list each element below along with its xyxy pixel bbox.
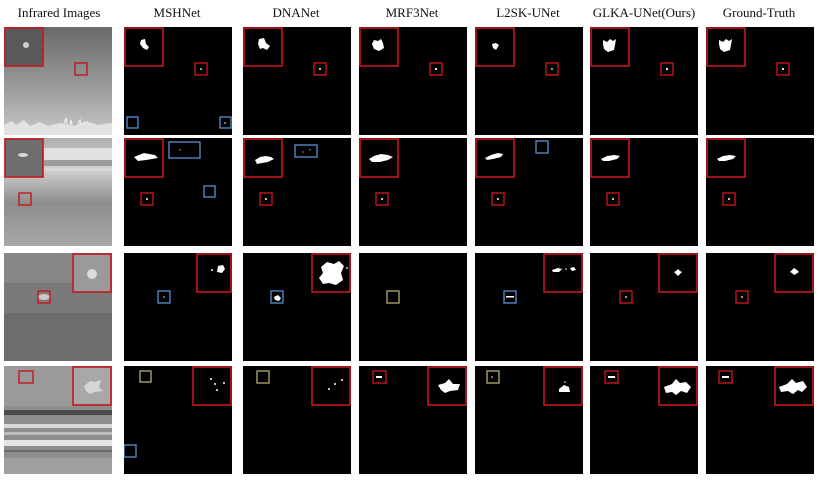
mshnet-result-row-2 bbox=[124, 138, 232, 246]
dnanet-result-row-2 bbox=[243, 138, 351, 246]
dnanet-result-row-3 bbox=[243, 253, 351, 361]
column-header-ground-truth: Ground-Truth bbox=[722, 5, 796, 20]
mrf3net-result-row-3 bbox=[359, 253, 467, 361]
infrared-image-row-4 bbox=[4, 366, 112, 474]
ground-truth-row-1 bbox=[706, 27, 814, 135]
l2sk-unet-result-row-1 bbox=[475, 27, 583, 135]
l2sk-unet-result-row-3 bbox=[475, 253, 583, 361]
glka-unet-result-row-2 bbox=[590, 138, 698, 246]
infrared-image-row-2 bbox=[4, 138, 112, 246]
ground-truth-row-2 bbox=[706, 138, 814, 246]
column-header-mshnet: MSHNet bbox=[153, 5, 201, 20]
column-header-l2sk-unet: L2SK-UNet bbox=[496, 5, 560, 20]
mshnet-result-row-3 bbox=[124, 253, 232, 361]
l2sk-unet-result-row-4 bbox=[475, 366, 583, 474]
infrared-image-row-3 bbox=[4, 253, 112, 361]
glka-unet-result-row-3 bbox=[590, 253, 698, 361]
glka-unet-result-row-1 bbox=[590, 27, 698, 135]
mshnet-result-row-4 bbox=[124, 366, 232, 474]
mrf3net-result-row-4 bbox=[359, 366, 467, 474]
column-header-mrf3net: MRF3Net bbox=[385, 5, 439, 20]
mrf3net-result-row-2 bbox=[359, 138, 467, 246]
ground-truth-row-4 bbox=[706, 366, 814, 474]
mrf3net-result-row-1 bbox=[359, 27, 467, 135]
column-header-glka-unet: GLKA-UNet(Ours) bbox=[592, 5, 696, 20]
column-header-dnanet: DNANet bbox=[272, 5, 320, 20]
column-header-infrared: Infrared Images bbox=[17, 5, 101, 20]
infrared-image-row-1 bbox=[4, 27, 112, 135]
glka-unet-result-row-4 bbox=[590, 366, 698, 474]
dnanet-result-row-1 bbox=[243, 27, 351, 135]
ground-truth-row-3 bbox=[706, 253, 814, 361]
mshnet-result-row-1 bbox=[124, 27, 232, 135]
l2sk-unet-result-row-2 bbox=[475, 138, 583, 246]
dnanet-result-row-4 bbox=[243, 366, 351, 474]
